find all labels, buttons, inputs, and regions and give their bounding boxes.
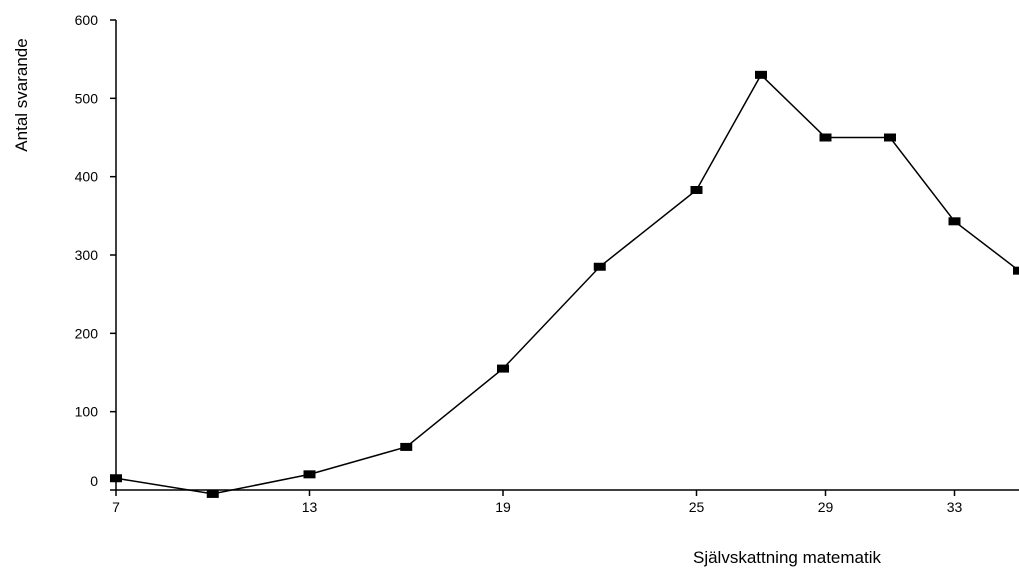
plot-area [110,70,1019,498]
data-point-marker [303,470,316,479]
data-point-marker [819,133,832,142]
y-tick-label: 300 [75,247,99,263]
data-point-marker [690,185,703,194]
series-line [115,73,1019,495]
data-point-marker [755,70,767,79]
data-point-marker [593,262,606,271]
y-tick-label: 0 [90,473,98,489]
y-tick-label: 200 [75,325,99,341]
x-tick-label: 7 [112,499,120,515]
x-tick-label: 33 [947,499,963,515]
x-tick-label: 25 [689,499,705,515]
data-point-marker [497,364,509,373]
y-tick-label: 600 [75,12,99,28]
x-tick-label: 13 [302,499,318,515]
data-point-marker [884,133,896,142]
x-tick-label: 29 [818,499,834,515]
y-tick-label: 500 [75,90,99,106]
data-point-marker [1013,266,1019,275]
data-point-marker [206,489,219,498]
data-point-marker [948,217,961,226]
x-axis-title: Självskattning matematik [693,548,882,567]
data-point-marker [110,474,122,483]
y-tick-label: 100 [75,404,99,420]
x-axis: 7 13 19 25 29 33 [112,489,1019,515]
data-point-marker [400,442,413,451]
y-axis-title: Antal svarande [12,38,31,151]
y-tick-label: 400 [75,169,99,185]
x-tick-label: 19 [495,499,511,515]
y-axis: 0 100 200 300 400 500 600 [75,12,117,491]
